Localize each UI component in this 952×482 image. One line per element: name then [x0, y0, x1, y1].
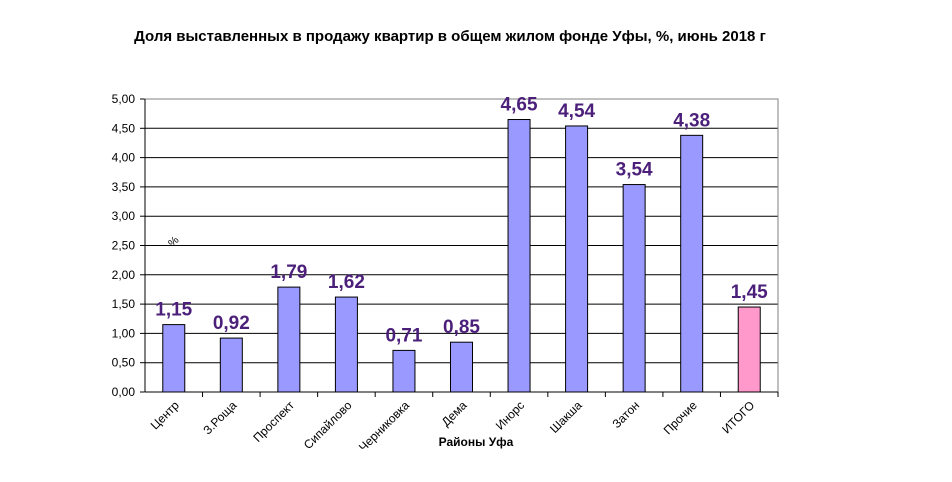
y-tick-label: 2,00: [112, 268, 136, 282]
bar: [450, 341, 473, 393]
x-category-label: Дема: [439, 398, 470, 429]
chart-title: Доля выставленных в продажу квартир в об…: [134, 28, 766, 45]
data-label: 1,79: [270, 262, 307, 283]
y-tick-label: 0,00: [112, 385, 136, 399]
data-label: 1,15: [155, 300, 192, 321]
bar: [162, 324, 186, 393]
x-category-label: Проспект: [250, 398, 297, 445]
bar: [622, 184, 646, 393]
bar: [737, 306, 761, 393]
y-tick-label: 5,00: [112, 92, 136, 106]
data-label: 4,54: [558, 101, 595, 122]
y-tick-label: 4,00: [112, 151, 136, 165]
data-label: 0,92: [213, 313, 250, 334]
bar: [277, 286, 301, 393]
bar: [334, 296, 358, 393]
data-label: 1,45: [731, 282, 768, 303]
x-category-label: Черниковка: [356, 398, 412, 454]
x-category-label: Центр: [148, 398, 182, 432]
bars: [162, 119, 761, 393]
y-tick-label: 1,00: [112, 326, 136, 340]
x-category-label: Прочие: [661, 398, 700, 437]
x-category-label: Шакша: [547, 398, 585, 436]
data-label: 4,38: [673, 110, 710, 131]
bar: [392, 349, 416, 393]
y-tick-labels: 0,00 0,50 1,00 1,50 2,00 2,50 3,00 3,50 4,00 4,50…: [112, 92, 136, 399]
bar: [219, 337, 243, 393]
x-category-label: Затон: [609, 398, 642, 431]
y-tick-label: 0,50: [112, 356, 136, 370]
y-tick-label: 2,50: [112, 239, 136, 253]
y-tick-label: 1,50: [112, 297, 136, 311]
data-label: 0,85: [443, 317, 480, 338]
data-labels: 1,15 0,92 1,79 1,62 0,71 0,85 4,65 4,54 3,54 4,38…: [155, 95, 768, 347]
data-label: 4,65: [501, 95, 538, 116]
x-category-label: ИТОГО: [719, 398, 757, 436]
bar: [680, 134, 704, 393]
x-category-label: Сипайлово: [301, 398, 355, 452]
y-tick-label: 3,50: [112, 180, 136, 194]
bar: [507, 119, 531, 393]
bar: [565, 125, 589, 393]
x-category-label: Инорс: [493, 398, 527, 432]
x-category-label: З.Роща: [200, 398, 239, 437]
data-label: 0,71: [385, 325, 422, 346]
y-tick-label: 4,50: [112, 121, 136, 135]
data-label: 1,62: [328, 272, 365, 293]
data-label: 3,54: [616, 160, 653, 181]
y-axis-title: %: [166, 234, 182, 250]
y-tick-label: 3,00: [112, 209, 136, 223]
x-axis-title: Районы Уфа: [439, 435, 514, 449]
